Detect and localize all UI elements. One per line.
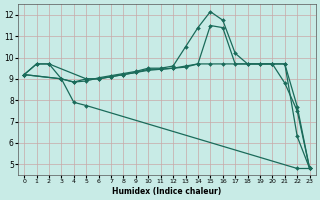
X-axis label: Humidex (Indice chaleur): Humidex (Indice chaleur): [112, 187, 221, 196]
